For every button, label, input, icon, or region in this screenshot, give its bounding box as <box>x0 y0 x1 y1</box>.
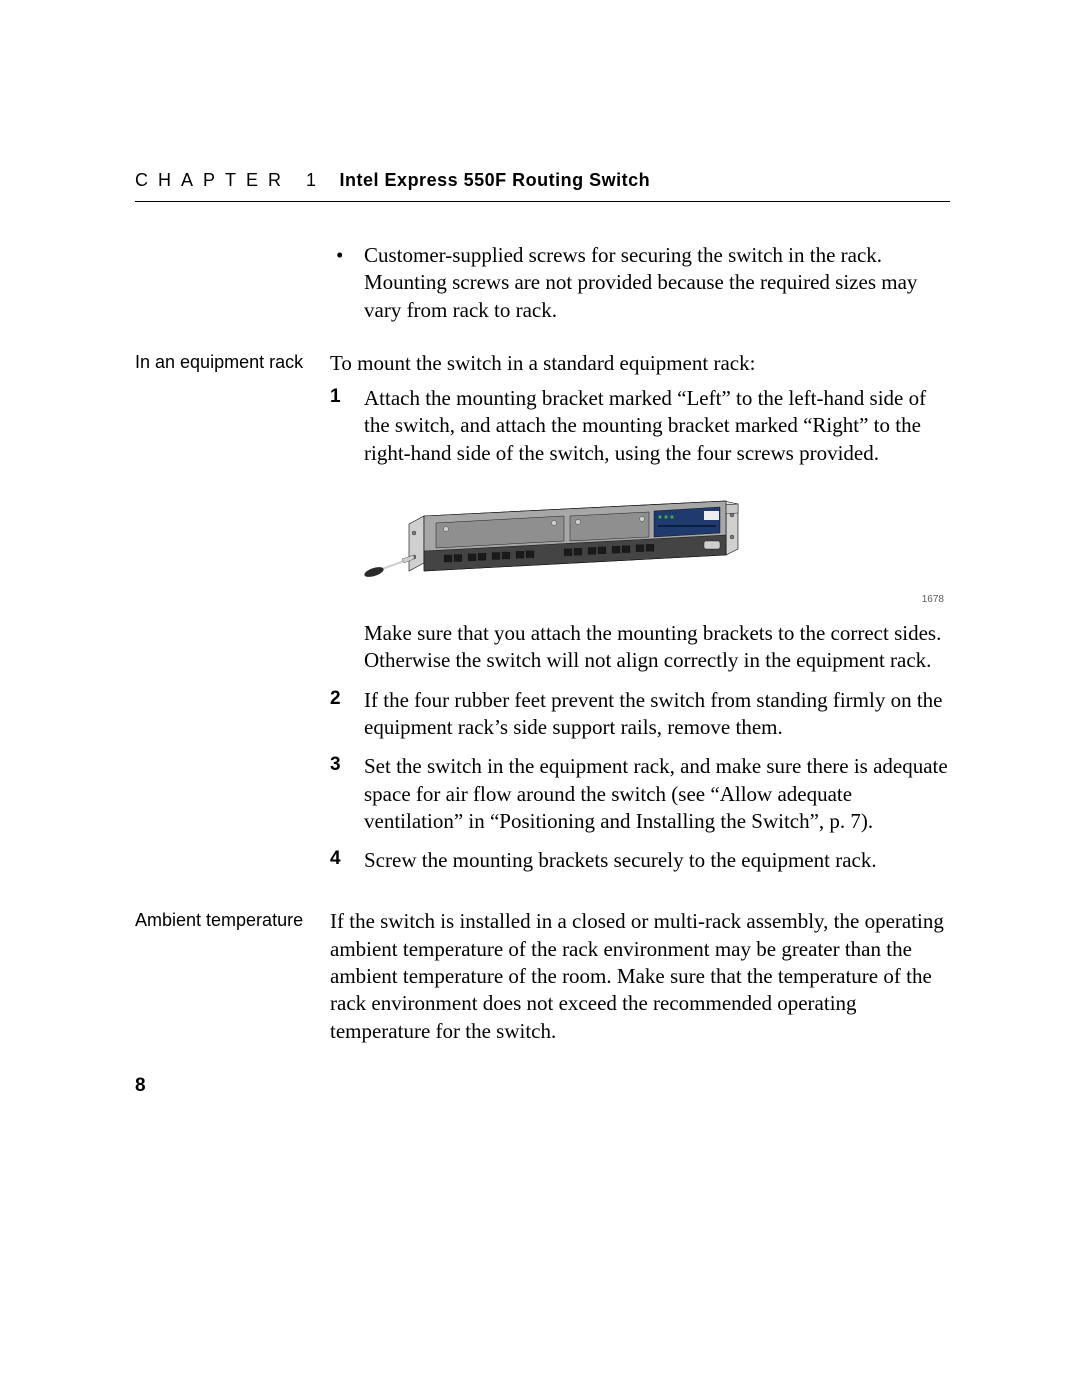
side-label-equipment-rack: In an equipment rack <box>135 350 330 373</box>
step-1: 1 Attach the mounting bracket marked “Le… <box>330 385 950 674</box>
bullet-row: Customer-supplied screws for securing th… <box>135 242 950 344</box>
figure-caption: 1678 <box>364 593 950 606</box>
step-3-number: 3 <box>330 753 341 778</box>
step-1-text: Attach the mounting bracket marked “Left… <box>364 386 926 465</box>
running-header: CHAPTER 1 Intel Express 550F Routing Swi… <box>135 170 950 202</box>
step-1-continuation: Make sure that you attach the mounting b… <box>364 620 950 675</box>
step-4: 4 Screw the mounting brackets securely t… <box>330 847 950 874</box>
body-area: Customer-supplied screws for securing th… <box>135 202 950 1045</box>
equipment-rack-section: In an equipment rack To mount the switch… <box>135 350 950 887</box>
bullet-line2: Mounting screws are not provided because… <box>364 269 950 324</box>
side-label-ambient: Ambient temperature <box>135 908 330 931</box>
steps-list: 1 Attach the mounting bracket marked “Le… <box>330 385 950 874</box>
page-number: 8 <box>135 1075 146 1097</box>
step-4-number: 4 <box>330 847 341 872</box>
side-label-empty <box>135 242 330 244</box>
switch-figure: 1678 <box>364 489 950 606</box>
switch-illustration-icon <box>364 489 744 589</box>
bullet-line1: Customer-supplied screws for securing th… <box>364 242 950 269</box>
step-3-text: Set the switch in the equipment rack, an… <box>364 754 948 833</box>
step-2-text: If the four rubber feet prevent the swit… <box>364 688 942 739</box>
equipment-rack-main: To mount the switch in a standard equipm… <box>330 350 950 887</box>
chapter-label: CHAPTER 1 <box>135 170 326 190</box>
step-2-number: 2 <box>330 687 341 712</box>
ambient-text: If the switch is installed in a closed o… <box>330 908 950 1044</box>
step-4-text: Screw the mounting brackets securely to … <box>364 848 877 872</box>
step-1-number: 1 <box>330 385 341 410</box>
chapter-title: Intel Express 550F Routing Switch <box>340 170 651 190</box>
step-3: 3 Set the switch in the equipment rack, … <box>330 753 950 835</box>
bullet-item: Customer-supplied screws for securing th… <box>330 242 950 324</box>
step-2: 2 If the four rubber feet prevent the sw… <box>330 687 950 742</box>
bullet-main: Customer-supplied screws for securing th… <box>330 242 950 344</box>
equipment-rack-intro: To mount the switch in a standard equipm… <box>330 350 950 377</box>
bullet-list: Customer-supplied screws for securing th… <box>330 242 950 324</box>
ambient-section: Ambient temperature If the switch is ins… <box>135 908 950 1044</box>
document-page: CHAPTER 1 Intel Express 550F Routing Swi… <box>0 0 1080 1397</box>
